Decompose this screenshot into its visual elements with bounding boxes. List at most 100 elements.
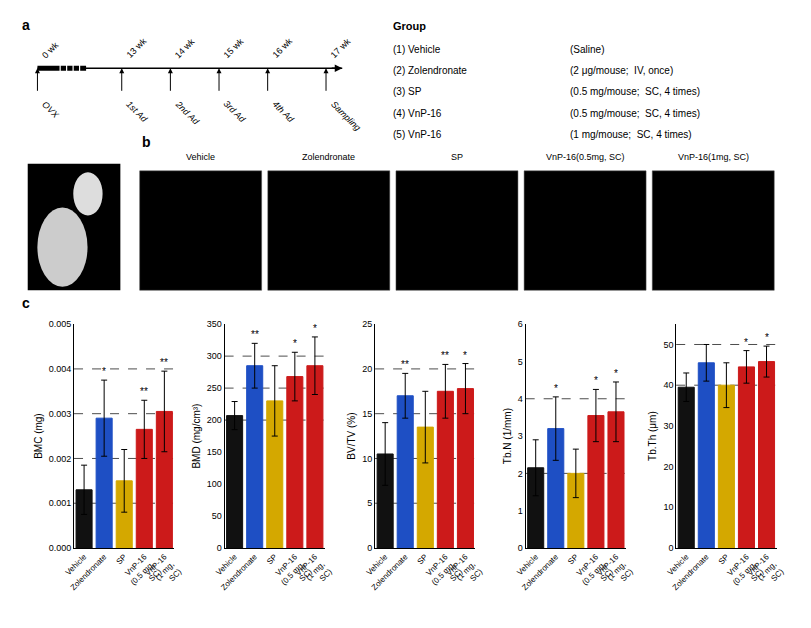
svg-text:16 wk: 16 wk — [271, 36, 295, 60]
svg-text:VnP-16(1 mg,SC): VnP-16(1 mg,SC) — [143, 552, 183, 592]
svg-text:0: 0 — [217, 543, 222, 553]
svg-text:100: 100 — [207, 479, 222, 489]
svg-text:Zolendronate: Zolendronate — [219, 552, 259, 592]
svg-text:0: 0 — [518, 543, 523, 553]
svg-text:VnP-16(1 mg,SC): VnP-16(1 mg,SC) — [595, 552, 635, 592]
svg-text:0.002: 0.002 — [49, 454, 72, 464]
svg-text:300: 300 — [207, 351, 222, 361]
svg-text:15: 15 — [362, 409, 372, 419]
svg-text:1: 1 — [518, 506, 523, 516]
svg-text:VnP-16(1mg, SC): VnP-16(1mg, SC) — [678, 152, 749, 162]
svg-text:Vehicle: Vehicle — [214, 552, 239, 577]
svg-text:0.005: 0.005 — [49, 319, 72, 329]
svg-text:**: ** — [140, 386, 148, 397]
svg-text:VnP-16(0.5 mg,SC): VnP-16(0.5 mg,SC) — [121, 552, 163, 594]
svg-text:VnP-16(1 mg,SC): VnP-16(1 mg,SC) — [294, 552, 334, 592]
svg-text:VnP-16(1 mg,SC): VnP-16(1 mg,SC) — [444, 552, 484, 592]
svg-text:(1 mg/mouse; SC, 4 times): (1 mg/mouse; SC, 4 times) — [570, 129, 692, 140]
svg-text:30: 30 — [663, 421, 673, 431]
svg-text:SP: SP — [566, 552, 580, 566]
svg-text:5: 5 — [518, 357, 523, 367]
svg-text:Vehicle: Vehicle — [666, 552, 691, 577]
svg-text:*: * — [554, 383, 558, 394]
svg-text:Zolendronate: Zolendronate — [302, 152, 355, 162]
svg-text:4: 4 — [518, 394, 523, 404]
svg-text:(3) SP: (3) SP — [393, 86, 422, 97]
svg-text:15 wk: 15 wk — [222, 36, 246, 60]
svg-text:Zolendronate: Zolendronate — [370, 552, 410, 592]
svg-text:Vehicle: Vehicle — [64, 552, 89, 577]
svg-text:**: ** — [251, 329, 259, 340]
svg-text:10: 10 — [362, 454, 372, 464]
svg-text:VnP-16(1 mg,SC): VnP-16(1 mg,SC) — [746, 552, 786, 592]
svg-text:VnP-16(0.5 mg,SC): VnP-16(0.5 mg,SC) — [724, 552, 766, 594]
svg-text:0: 0 — [668, 543, 673, 553]
svg-text:VnP-16(0.5 mg,SC): VnP-16(0.5 mg,SC) — [422, 552, 464, 594]
svg-text:c: c — [22, 295, 30, 311]
svg-text:(5) VnP-16: (5) VnP-16 — [393, 129, 442, 140]
svg-text:20: 20 — [663, 462, 673, 472]
svg-text:2nd Ad: 2nd Ad — [173, 99, 201, 127]
svg-text:4th Ad: 4th Ad — [271, 99, 297, 125]
svg-text:0.004: 0.004 — [49, 364, 72, 374]
svg-text:VnP-16(0.5mg, SC): VnP-16(0.5mg, SC) — [546, 152, 625, 162]
svg-text:OVX: OVX — [40, 99, 61, 120]
svg-text:10: 10 — [663, 502, 673, 512]
svg-text:0.001: 0.001 — [49, 498, 72, 508]
svg-text:(0.5 mg/mouse; SC, 4 times): (0.5 mg/mouse; SC, 4 times) — [570, 108, 700, 119]
svg-text:SP: SP — [416, 552, 430, 566]
svg-text:17 wk: 17 wk — [329, 36, 353, 60]
svg-text:Group: Group — [393, 20, 426, 32]
svg-text:SP: SP — [717, 552, 731, 566]
svg-text:3: 3 — [518, 431, 523, 441]
svg-text:Zolendronate: Zolendronate — [671, 552, 711, 592]
svg-text:(4) VnP-16: (4) VnP-16 — [393, 108, 442, 119]
svg-text:0 wk: 0 wk — [40, 40, 61, 61]
svg-text:0.003: 0.003 — [49, 409, 72, 419]
svg-text:350: 350 — [207, 319, 222, 329]
svg-text:BMC (mg): BMC (mg) — [33, 413, 44, 459]
svg-text:Zolendronate: Zolendronate — [69, 552, 109, 592]
svg-text:*: * — [463, 350, 467, 361]
svg-text:Zolendronate: Zolendronate — [520, 552, 560, 592]
svg-text:0: 0 — [367, 543, 372, 553]
svg-text:Vehicle: Vehicle — [515, 552, 540, 577]
svg-text:(2 μg/mouse; IV, once): (2 μg/mouse; IV, once) — [570, 65, 673, 76]
svg-text:200: 200 — [207, 415, 222, 425]
svg-text:(0.5 mg/mouse; SC, 4 times): (0.5 mg/mouse; SC, 4 times) — [570, 86, 700, 97]
svg-text:150: 150 — [207, 447, 222, 457]
svg-text:*: * — [313, 323, 317, 334]
svg-text:Tb.Th (μm): Tb.Th (μm) — [647, 411, 658, 461]
svg-text:a: a — [22, 17, 30, 33]
svg-text:*: * — [293, 338, 297, 349]
svg-text:(2) Zolendronate: (2) Zolendronate — [393, 65, 467, 76]
svg-text:**: ** — [401, 359, 409, 370]
svg-text:Vehicle: Vehicle — [365, 552, 390, 577]
svg-text:(Saline): (Saline) — [570, 44, 604, 55]
svg-text:1st Ad: 1st Ad — [124, 99, 150, 125]
svg-text:40: 40 — [663, 380, 673, 390]
svg-text:**: ** — [160, 357, 168, 368]
svg-text:25: 25 — [362, 319, 372, 329]
svg-text:14 wk: 14 wk — [173, 36, 197, 60]
svg-text:*: * — [614, 368, 618, 379]
svg-text:SP: SP — [115, 552, 129, 566]
svg-text:20: 20 — [362, 364, 372, 374]
svg-text:b: b — [142, 134, 151, 150]
svg-text:VnP-16(0.5 mg,SC): VnP-16(0.5 mg,SC) — [272, 552, 314, 594]
svg-text:*: * — [744, 337, 748, 348]
svg-text:*: * — [765, 332, 769, 343]
svg-text:250: 250 — [207, 383, 222, 393]
svg-text:**: ** — [441, 350, 449, 361]
svg-text:*: * — [594, 375, 598, 386]
svg-text:SP: SP — [265, 552, 279, 566]
svg-text:BMD (mg/cm³): BMD (mg/cm³) — [191, 404, 202, 469]
svg-text:(1) Vehicle: (1) Vehicle — [393, 44, 441, 55]
svg-text:2: 2 — [518, 469, 523, 479]
svg-text:5: 5 — [367, 498, 372, 508]
svg-text:6: 6 — [518, 319, 523, 329]
svg-text:13 wk: 13 wk — [125, 36, 149, 60]
svg-text:VnP-16(0.5 mg,SC): VnP-16(0.5 mg,SC) — [573, 552, 615, 594]
svg-text:50: 50 — [212, 511, 222, 521]
svg-text:SP: SP — [451, 152, 463, 162]
